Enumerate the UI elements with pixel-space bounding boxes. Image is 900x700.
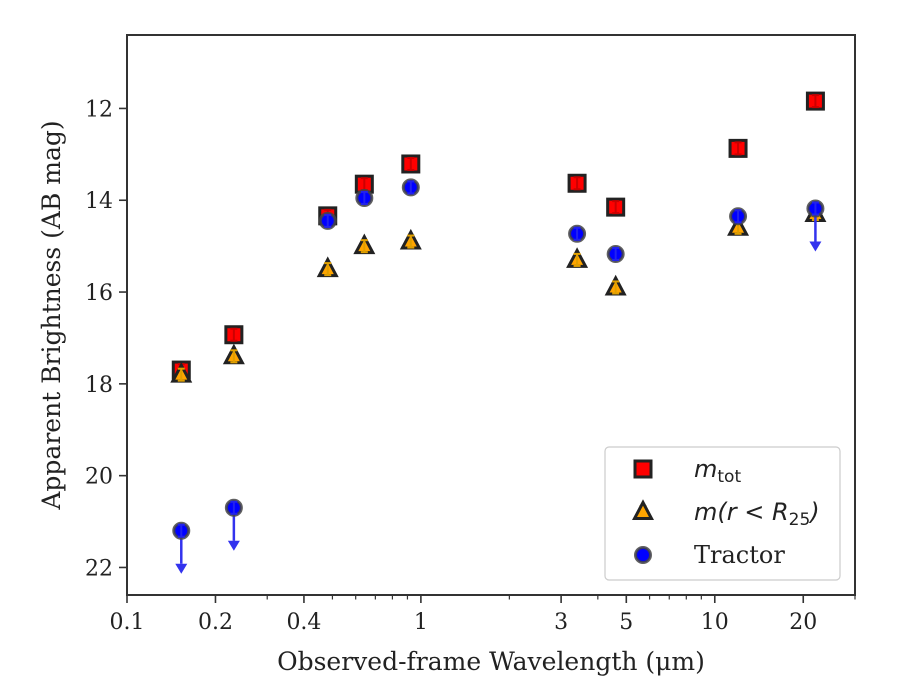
x-tick-label: 0.4 <box>286 610 321 635</box>
legend-entry-tractor: Tractor <box>634 541 785 569</box>
error-bar-tractor <box>612 246 620 261</box>
legend-entry-mtot: mtot <box>633 455 741 487</box>
legend-entry-mr25: m(r < R25) <box>632 498 820 530</box>
plot-frame <box>126 34 856 596</box>
y-tick-label: 12 <box>85 97 113 122</box>
x-tick-label: 5 <box>619 610 633 635</box>
y-axis-label: Apparent Brightness (AB mag) <box>37 120 66 510</box>
y-tick-label: 16 <box>85 281 113 306</box>
error-bar-tractor <box>230 500 238 515</box>
error-bar-mr25 <box>407 234 415 249</box>
x-tick-label: 20 <box>789 610 817 635</box>
axis-ticks: 0.1 0.2 0.4 1 3 5 10 20 12 14 16 18 20 22 <box>85 97 856 635</box>
error-bar-mtot <box>230 327 238 342</box>
error-bar-mtot <box>573 176 581 191</box>
y-tick-label: 20 <box>85 465 113 490</box>
legend-label-mtot: mtot <box>694 455 741 487</box>
series-mtot <box>171 91 825 380</box>
x-axis-label: Observed-frame Wavelength (μm) <box>277 647 705 676</box>
legend-label-tractor: Tractor <box>694 541 785 569</box>
x-tick-label: 0.2 <box>198 610 233 635</box>
error-bar-mtot <box>407 156 415 171</box>
y-tick-label: 22 <box>85 556 113 581</box>
error-bar-tractor <box>811 201 819 216</box>
error-bar-tractor <box>734 209 742 224</box>
error-bar-mr25 <box>324 262 332 277</box>
error-bar-mr25 <box>360 239 368 254</box>
error-bar-tractor <box>573 226 581 241</box>
error-bar-mtot <box>734 141 742 156</box>
error-bar-mr25 <box>573 252 581 267</box>
legend-marker-tractor <box>634 546 652 564</box>
error-bar-mtot <box>811 94 819 109</box>
error-bar-tractor <box>407 180 415 195</box>
error-bar-mr25 <box>177 367 185 382</box>
error-bar-mr25 <box>612 280 620 295</box>
error-bar-mtot <box>612 200 620 215</box>
x-tick-label: 1 <box>414 610 428 635</box>
legend-marker-mtot <box>633 459 653 479</box>
legend-label-mr25: m(r < R25) <box>694 498 820 530</box>
y-tick-label: 14 <box>85 189 113 214</box>
legend: mtot m(r < R25) Tractor <box>604 446 841 581</box>
error-bar-tractor <box>324 213 332 228</box>
x-tick-label: 0.1 <box>110 610 145 635</box>
x-tick-label: 10 <box>701 610 729 635</box>
series-tractor <box>172 178 825 574</box>
data-marks <box>170 91 827 574</box>
error-bar-tractor <box>360 190 368 205</box>
error-bar-tractor <box>177 523 185 538</box>
legend-box <box>604 446 841 581</box>
error-bar-mr25 <box>230 349 238 364</box>
y-tick-label: 18 <box>85 373 113 398</box>
x-tick-label: 3 <box>554 610 568 635</box>
legend-marker-mr25 <box>632 499 654 520</box>
